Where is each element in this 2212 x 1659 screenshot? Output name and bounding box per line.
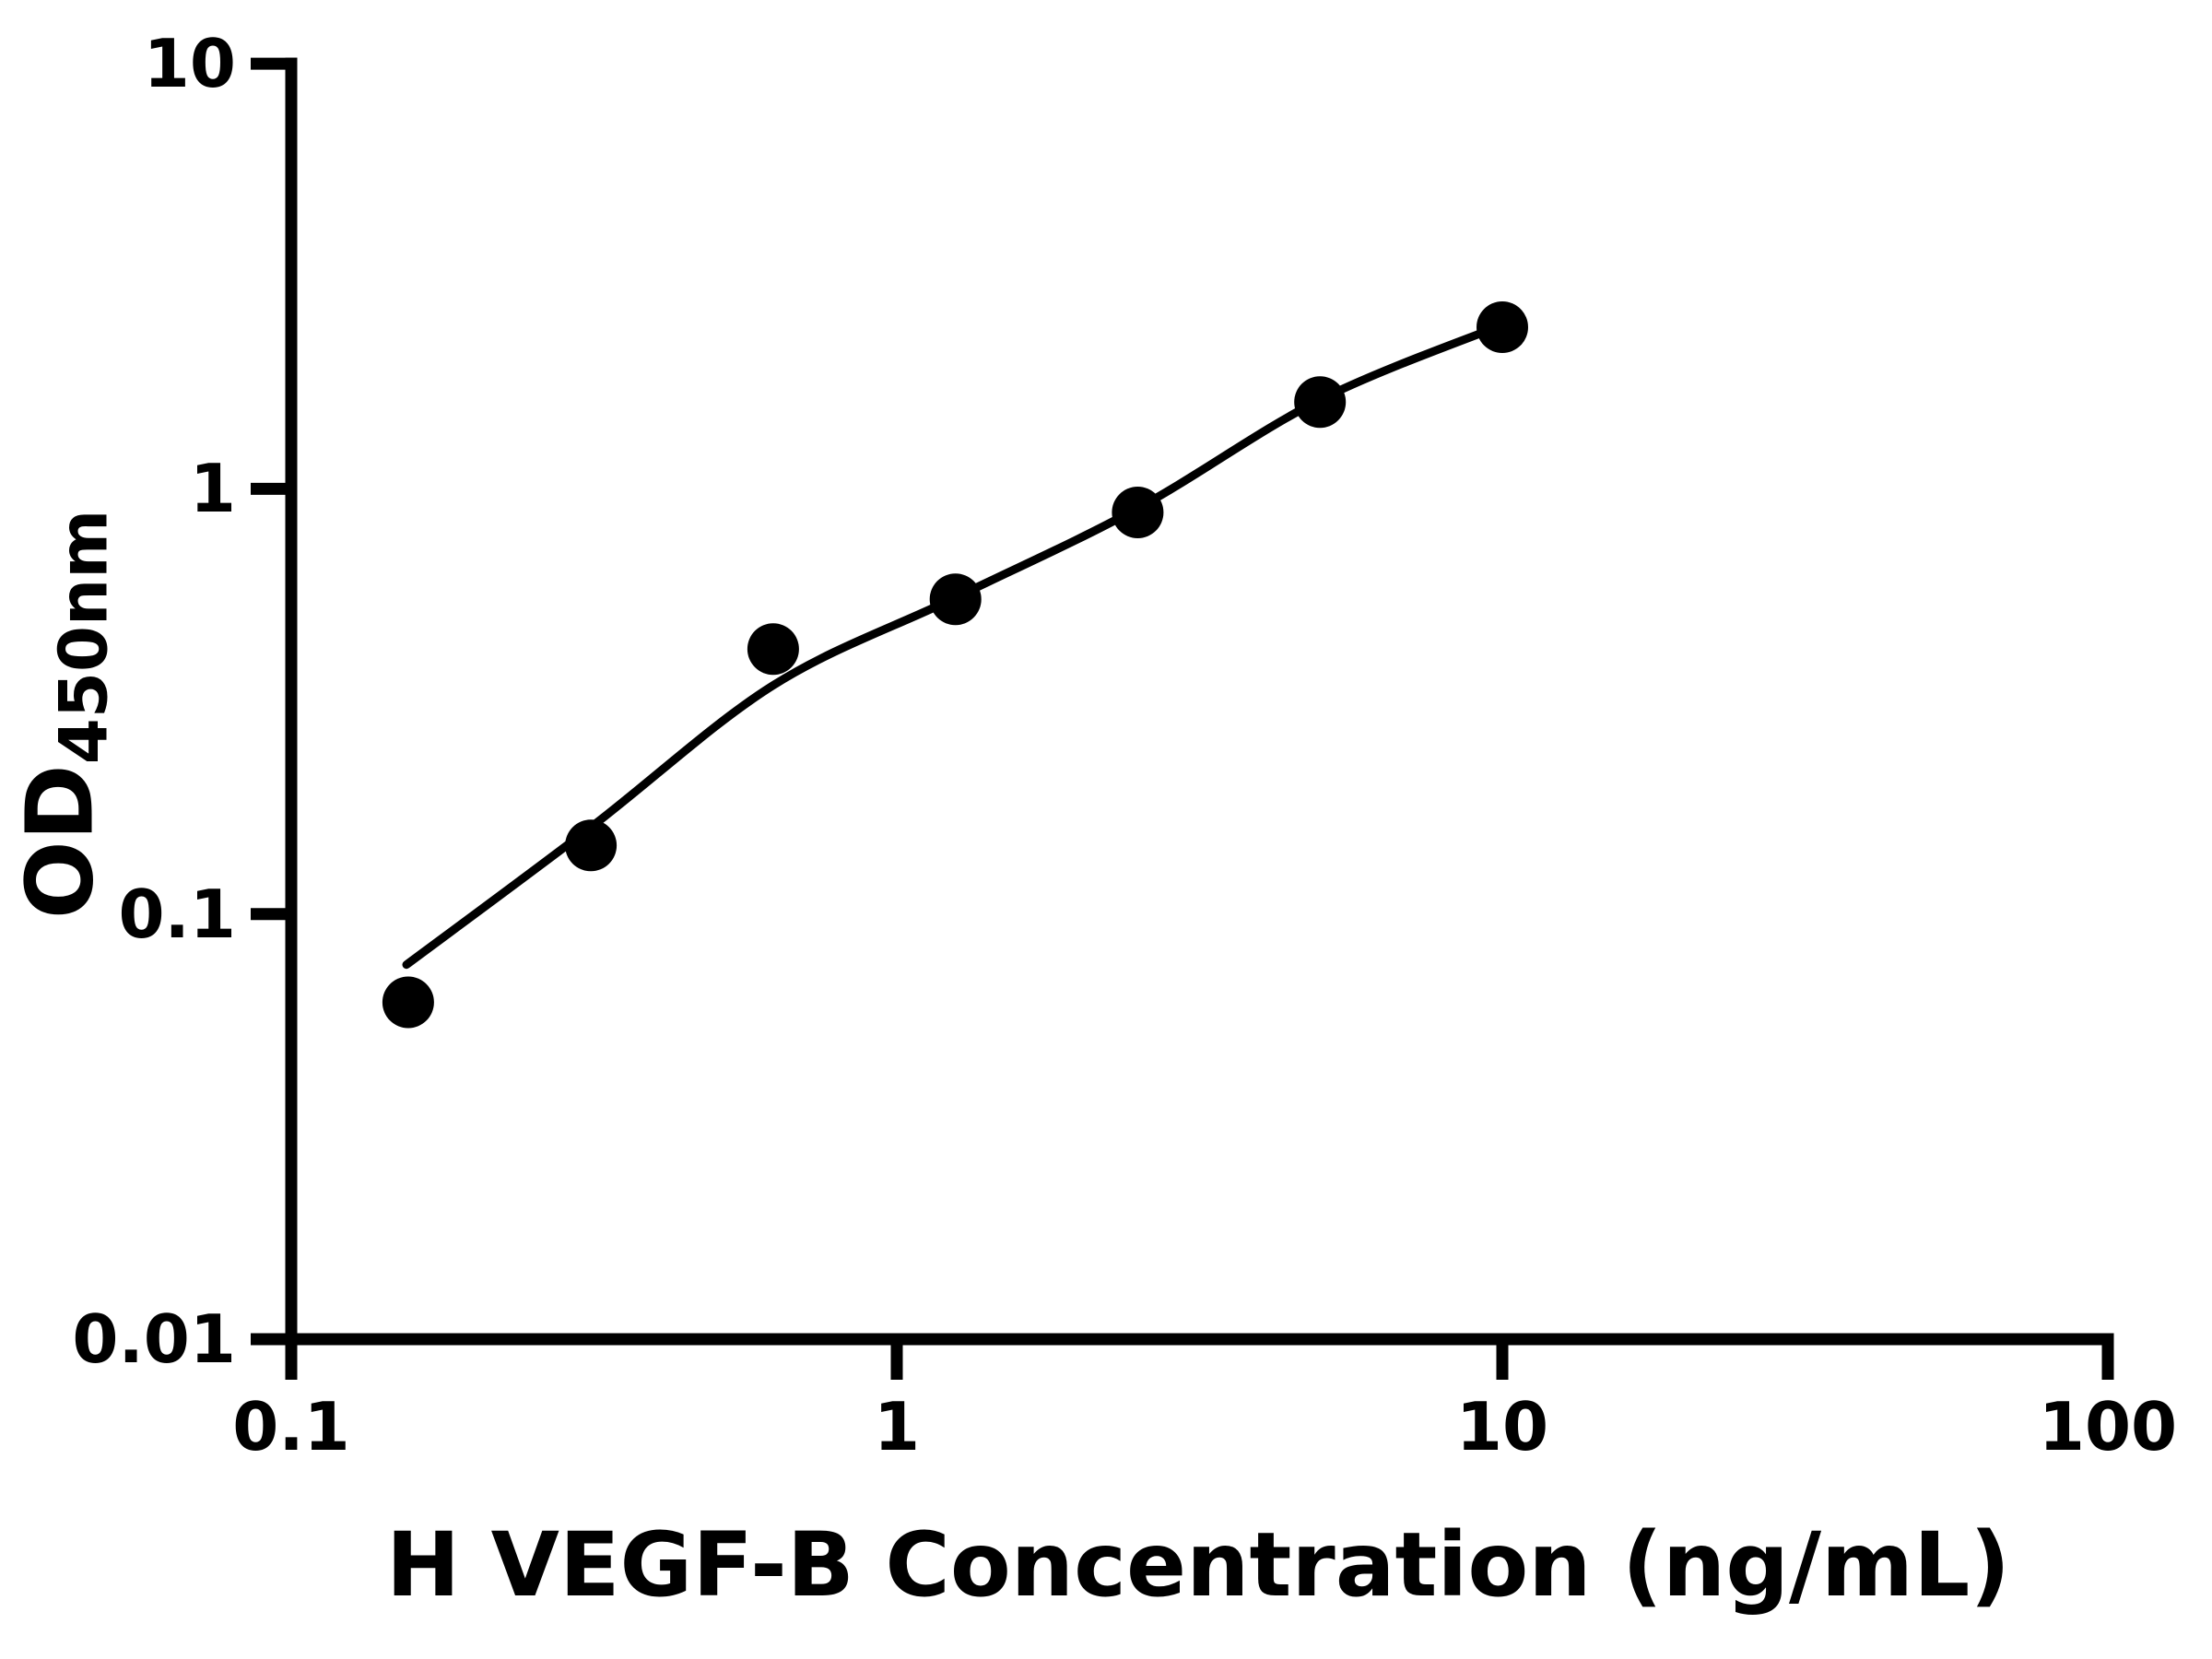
fitted-curve — [402, 321, 1507, 970]
data-point — [565, 819, 618, 872]
y-axis-title-subscript: 450nm — [44, 509, 123, 765]
y-tick-label: 0.01 — [72, 1300, 236, 1378]
x-tick-label: 100 — [2038, 1388, 2178, 1465]
data-point — [382, 976, 434, 1029]
data-point — [747, 623, 799, 676]
y-axis-title: OD450nm — [6, 509, 135, 920]
y-tick-label: 1 — [189, 450, 236, 527]
x-tick-label: 10 — [1455, 1388, 1549, 1465]
x-tick-label: 0.1 — [232, 1388, 350, 1465]
data-point — [1112, 487, 1164, 538]
x-tick-label: 1 — [873, 1388, 921, 1465]
y-tick-label: 0.1 — [118, 876, 236, 953]
data-point — [1294, 376, 1347, 429]
y-tick-label: 10 — [143, 25, 236, 102]
x-axis-title: H VEGF-B Concentration (ng/mL) — [385, 1513, 2011, 1617]
data-point — [929, 573, 982, 626]
data-point — [1477, 301, 1528, 353]
